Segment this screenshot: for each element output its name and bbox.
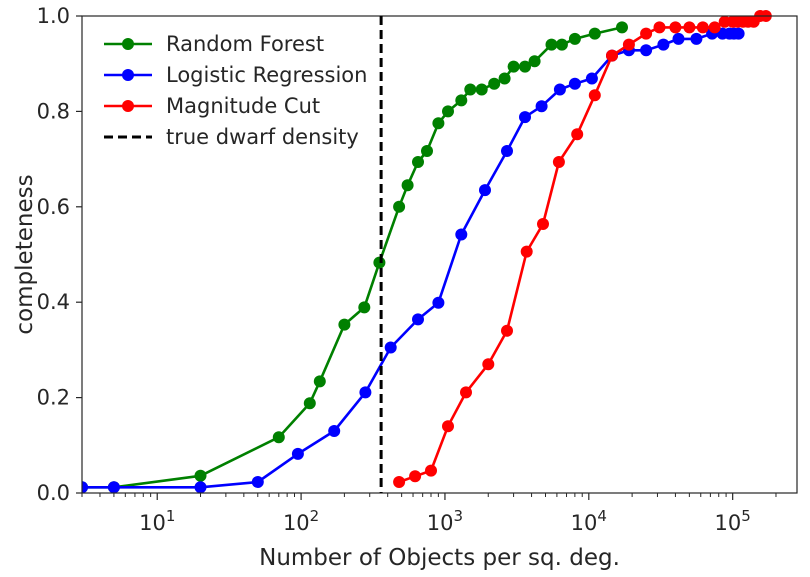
data-point-2-16 — [669, 21, 682, 34]
y-tick-label: 0.2 — [37, 386, 70, 410]
y-axis-title: completeness — [12, 174, 38, 334]
data-point-0-17 — [475, 83, 488, 96]
data-point-1-7 — [384, 341, 397, 354]
data-point-1-12 — [501, 145, 513, 157]
legend: Random Forest Logistic Regression Magnitud… — [104, 32, 367, 149]
data-point-1-28 — [732, 27, 745, 40]
data-point-1-13 — [519, 111, 531, 124]
tick-layer: 0.0 0.2 0.4 0.6 0.8 1.0 101 102 103 104 105 — [37, 4, 777, 535]
data-point-0-14 — [442, 105, 454, 118]
data-point-1-17 — [585, 72, 598, 85]
y-tick-label: 0.4 — [37, 290, 70, 314]
legend-label-0: Random Forest — [166, 32, 324, 56]
data-point-0-10 — [401, 179, 414, 192]
series-line-2 — [398, 14, 766, 484]
y-tick-label: 1.0 — [37, 4, 70, 28]
data-point-0-3 — [272, 431, 285, 444]
data-point-0-6 — [338, 318, 351, 331]
x-tick-label: 104 — [571, 507, 607, 535]
data-point-0-11 — [412, 156, 424, 168]
data-point-2-0 — [393, 476, 406, 488]
data-point-1-22 — [672, 32, 685, 45]
data-point-1-10 — [455, 228, 468, 241]
data-point-2-11 — [588, 89, 601, 102]
x-tick-label: 105 — [715, 507, 751, 535]
series-line-0 — [82, 26, 623, 489]
data-point-0-22 — [528, 55, 541, 68]
data-point-0-5 — [313, 375, 326, 388]
data-point-1-5 — [328, 425, 341, 437]
data-point-0-13 — [432, 117, 445, 130]
data-point-1-6 — [359, 386, 372, 399]
axes-frame — [81, 15, 798, 494]
data-point-0-8 — [373, 256, 386, 269]
data-point-0-21 — [519, 60, 531, 73]
data-point-2-18 — [696, 21, 709, 34]
data-point-0-25 — [568, 32, 581, 45]
data-point-1-14 — [535, 100, 548, 113]
data-point-2-6 — [501, 324, 513, 337]
legend-label-3: true dwarf density — [166, 125, 359, 149]
data-point-1-21 — [657, 38, 670, 51]
x-axis-title: Number of Objects per sq. deg. — [259, 545, 620, 571]
legend-marker-2 — [122, 100, 134, 112]
data-point-1-2 — [194, 481, 207, 494]
legend-label-1: Logistic Regression — [166, 63, 367, 87]
data-point-1-4 — [291, 447, 304, 460]
data-point-0-12 — [421, 145, 433, 157]
data-point-0-2 — [194, 469, 207, 482]
x-tick-label: 101 — [139, 507, 175, 535]
data-point-0-19 — [498, 72, 511, 85]
data-point-2-17 — [683, 21, 696, 34]
data-point-0-16 — [464, 83, 477, 96]
data-point-1-9 — [432, 296, 445, 309]
data-point-2-1 — [409, 470, 422, 483]
data-point-0-7 — [358, 301, 371, 314]
data-point-0-27 — [616, 21, 628, 34]
data-point-2-15 — [653, 21, 666, 34]
series-layer — [82, 10, 772, 494]
data-point-1-23 — [690, 32, 703, 45]
data-point-2-14 — [640, 27, 653, 40]
y-tick-label: 0.0 — [37, 481, 70, 505]
data-point-1-3 — [251, 476, 264, 488]
data-point-2-4 — [460, 386, 472, 399]
data-point-0-26 — [588, 27, 601, 40]
data-point-2-19 — [708, 21, 721, 34]
data-point-2-9 — [552, 156, 565, 168]
data-point-1-11 — [479, 184, 491, 197]
data-point-0-24 — [555, 38, 568, 51]
data-point-2-8 — [537, 218, 549, 230]
data-point-0-9 — [393, 200, 406, 213]
data-point-0-15 — [455, 94, 468, 107]
data-point-1-8 — [412, 313, 424, 326]
data-point-0-4 — [303, 397, 316, 410]
data-point-1-1 — [107, 481, 120, 494]
y-tick-label: 0.6 — [37, 195, 70, 219]
legend-label-2: Magnitude Cut — [166, 94, 320, 118]
x-tick-label: 103 — [427, 507, 463, 535]
data-point-2-10 — [571, 128, 584, 141]
y-tick-label: 0.8 — [37, 99, 70, 123]
data-point-2-7 — [520, 245, 533, 258]
data-point-0-20 — [507, 60, 520, 73]
data-point-2-2 — [425, 464, 437, 477]
data-point-2-3 — [442, 420, 454, 433]
data-point-2-5 — [482, 358, 495, 371]
legend-marker-0 — [122, 38, 134, 50]
data-point-1-0 — [82, 481, 88, 494]
data-point-1-20 — [640, 44, 653, 57]
data-point-1-16 — [568, 77, 581, 90]
data-point-0-23 — [545, 38, 558, 51]
data-point-0-18 — [488, 77, 501, 90]
data-point-2-13 — [622, 38, 635, 51]
data-point-2-12 — [606, 49, 618, 62]
x-tick-label: 102 — [283, 507, 319, 535]
legend-marker-1 — [122, 69, 134, 81]
data-point-1-15 — [553, 83, 566, 96]
